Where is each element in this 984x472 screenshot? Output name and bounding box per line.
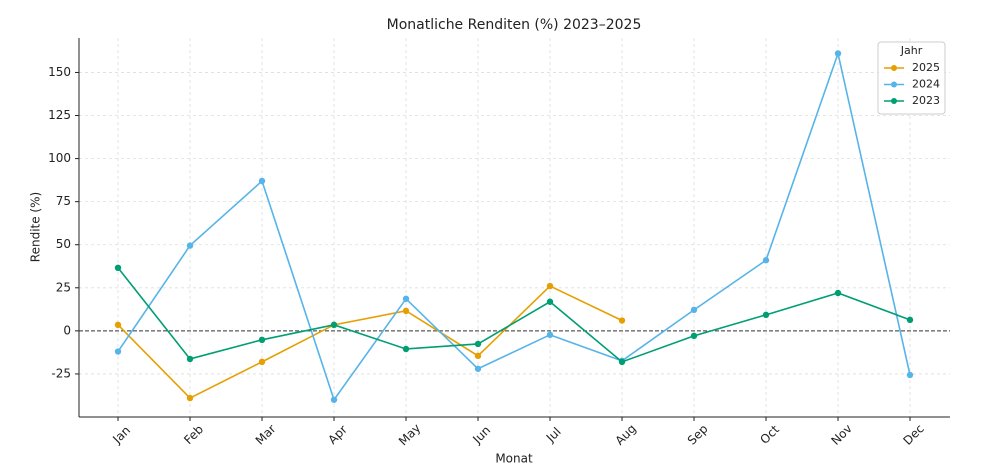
data-point: [330, 321, 338, 329]
data-point: [834, 289, 842, 297]
data-point: [186, 394, 194, 402]
data-point: [618, 358, 626, 366]
x-tick-label: Apr: [325, 422, 350, 447]
x-tick-label: Jan: [109, 423, 133, 447]
data-point: [546, 298, 554, 305]
data-point: [906, 371, 914, 379]
legend-marker: [891, 65, 897, 71]
x-tick-label: Aug: [612, 421, 638, 447]
legend-title: Jahr: [900, 44, 923, 57]
y-tick-label: -25: [51, 366, 71, 380]
data-point: [114, 264, 122, 272]
data-point: [762, 257, 770, 264]
data-point: [474, 365, 482, 372]
x-tick-label: Sep: [685, 422, 711, 448]
x-tick-label: Mar: [253, 422, 279, 448]
x-tick-label: Jun: [469, 423, 493, 447]
data-point: [186, 242, 194, 249]
data-point: [258, 336, 266, 344]
data-point: [114, 321, 122, 329]
data-point: [258, 177, 266, 185]
legend-marker: [891, 98, 897, 104]
legend-marker: [891, 81, 897, 88]
data-point: [474, 340, 482, 348]
y-tick-label: 75: [56, 194, 71, 208]
data-point: [402, 307, 410, 315]
data-point: [474, 352, 482, 360]
y-tick-label: 0: [63, 323, 71, 337]
data-point: [690, 306, 698, 314]
data-point: [546, 282, 554, 290]
legend-box: [877, 41, 946, 115]
x-axis-label: Monat: [495, 452, 533, 466]
legend-label: 2025: [912, 61, 940, 74]
data-point: [402, 295, 410, 303]
data-point: [690, 332, 698, 340]
y-axis-label: Rendite (%): [29, 192, 43, 262]
legend-label: 2023: [912, 94, 940, 107]
data-point: [186, 355, 194, 363]
x-tick-label: Nov: [828, 421, 854, 447]
data-point: [834, 50, 842, 57]
data-point: [618, 317, 626, 324]
series-line: [117, 267, 911, 363]
y-tick-label: 25: [56, 280, 71, 294]
x-tick-label: Dec: [900, 421, 926, 447]
data-point: [546, 331, 554, 339]
series-line: [117, 50, 911, 402]
data-point: [258, 358, 266, 366]
data-point: [402, 345, 410, 353]
y-tick-label: 150: [48, 65, 71, 79]
y-tick-label: 100: [48, 151, 71, 165]
x-tick-label: Oct: [757, 422, 782, 447]
x-tick-label: Feb: [181, 422, 206, 447]
y-tick-label: 50: [56, 237, 71, 251]
data-point: [762, 311, 770, 319]
series-line: [117, 285, 623, 400]
data-point: [906, 316, 914, 324]
data-point: [114, 348, 122, 355]
chart-title: Monatliche Renditen (%) 2023–2025: [387, 17, 642, 33]
x-tick-label: Jul: [543, 425, 564, 446]
y-tick-label: 125: [48, 108, 71, 122]
data-point: [330, 396, 338, 403]
x-tick-label: May: [396, 421, 423, 448]
legend-label: 2024: [912, 78, 940, 91]
